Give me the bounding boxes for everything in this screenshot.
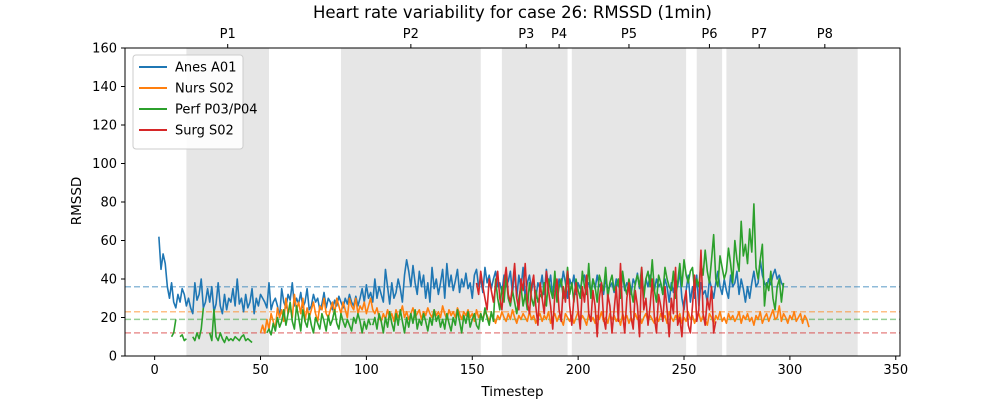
series-line-3-segment-0 xyxy=(475,249,717,338)
phase-label-p5: P5 xyxy=(621,27,637,42)
series-line-2-segment-3 xyxy=(208,308,253,344)
phase-label-p7: P7 xyxy=(751,27,767,42)
y-tick-label: 140 xyxy=(92,80,117,95)
x-tick-label: 150 xyxy=(460,363,485,378)
phase-label-p6: P6 xyxy=(701,27,717,42)
x-tick-label: 250 xyxy=(672,363,697,378)
series-line-2-segment-2 xyxy=(192,307,205,342)
phase-band-p7 xyxy=(726,48,793,356)
x-axis-ticks: 0 50 100 150 200 250 300 350 xyxy=(151,356,908,378)
legend: Anes A01 Nurs S02 Perf P03/P04 Surg S02 xyxy=(132,54,258,150)
y-tick-label: 80 xyxy=(100,196,117,211)
x-tick-label: 0 xyxy=(151,363,159,378)
x-axis-title: Timestep xyxy=(480,384,543,400)
x-tick-label: 200 xyxy=(566,363,591,378)
x-tick-label: 100 xyxy=(354,363,379,378)
phase-label-p4: P4 xyxy=(551,27,567,42)
y-tick-label: 20 xyxy=(100,311,117,326)
legend-label-0: Anes A01 xyxy=(175,61,236,76)
series-line-2-segment-4 xyxy=(266,301,372,336)
y-axis-title: RMSSD xyxy=(69,177,85,226)
y-axis-ticks: 0 20 40 60 80 100 120 140 160 xyxy=(92,42,125,365)
y-tick-label: 160 xyxy=(92,42,117,57)
phase-label-p1: P1 xyxy=(220,27,236,42)
y-tick-label: 0 xyxy=(109,350,117,365)
phase-label-p2: P2 xyxy=(403,27,419,42)
x-tick-label: 300 xyxy=(777,363,802,378)
series-line-1-segment-0 xyxy=(259,293,810,334)
series-lines xyxy=(158,203,810,344)
series-line-2-segment-0 xyxy=(170,319,177,338)
series-line-2-segment-1 xyxy=(179,334,187,342)
y-tick-label: 100 xyxy=(92,157,117,172)
phase-band-p8 xyxy=(792,48,858,356)
x-tick-label: 50 xyxy=(252,363,269,378)
y-tick-label: 40 xyxy=(100,273,117,288)
legend-label-3: Surg S02 xyxy=(175,124,234,139)
y-tick-label: 60 xyxy=(100,234,117,249)
legend-label-1: Nurs S02 xyxy=(175,82,234,97)
x-tick-label: 350 xyxy=(883,363,908,378)
chart-title: Heart rate variability for case 26: RMSS… xyxy=(313,3,712,22)
series-line-2-segment-5 xyxy=(371,203,785,334)
phase-label-p3: P3 xyxy=(518,27,534,42)
legend-box xyxy=(132,54,244,150)
y-tick-label: 120 xyxy=(92,119,117,134)
phase-label-p8: P8 xyxy=(817,27,833,42)
phase-labels: P1 P2 P3 P4 P5 P6 P7 P8 xyxy=(220,27,833,48)
legend-label-2: Perf P03/P04 xyxy=(175,103,258,118)
